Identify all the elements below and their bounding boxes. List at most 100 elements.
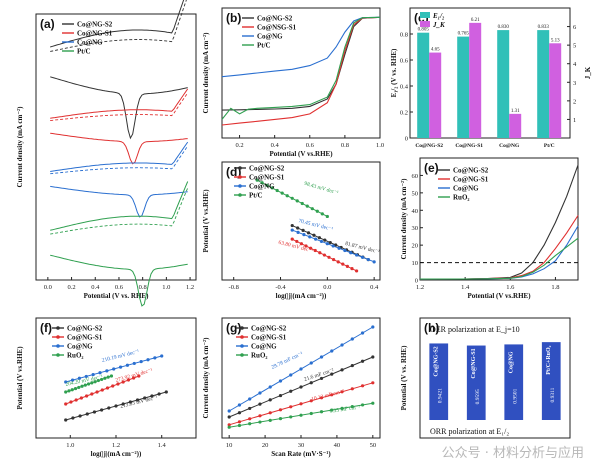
data-point	[350, 363, 354, 368]
data-point	[227, 415, 231, 419]
y-e-tick-label: 40	[412, 208, 419, 215]
data-point	[268, 398, 272, 402]
y-axis-label-g: Current density (mA cm⁻²)	[202, 337, 210, 419]
data-point	[64, 402, 68, 406]
data-point	[350, 267, 354, 271]
data-point	[360, 359, 365, 363]
data-point	[258, 414, 262, 418]
y-axis-label-b: Current density (mA cm⁻²)	[202, 32, 210, 114]
data-point	[299, 385, 303, 389]
x-tick-label-g: 20	[262, 442, 269, 449]
data-point	[343, 248, 347, 253]
x-tick-label-b: 0.2	[235, 142, 243, 149]
data-point	[260, 181, 264, 185]
data-point	[315, 209, 319, 213]
data-point	[295, 199, 299, 203]
x-axis-label-f: log(|j|(mA cm⁻²))	[91, 450, 142, 458]
y-axis-label-a: Current density (mA cm⁻²)	[16, 106, 24, 188]
data-point	[139, 359, 143, 364]
data-point	[92, 410, 97, 414]
data-point	[105, 369, 109, 373]
x-tick-label-b: 0.8	[341, 142, 349, 149]
y-left-c-tick-label: 0.8	[400, 32, 408, 39]
legend-entry: Co@NG	[249, 183, 275, 191]
legend-entry: J_K	[432, 21, 446, 29]
x-tick-label-e: 1.6	[506, 284, 515, 291]
x-tick-label-d: 0.4	[370, 284, 379, 291]
x-tick-label-g: 30	[298, 442, 305, 449]
data-point	[341, 262, 345, 266]
data-point	[135, 398, 140, 402]
cv-dashed-3	[50, 145, 189, 175]
data-point	[304, 244, 308, 248]
data-point	[112, 367, 116, 371]
data-point	[340, 343, 344, 347]
data-point	[371, 381, 375, 385]
data-point	[306, 231, 311, 235]
x-tick-label-e: 1.8	[551, 284, 559, 291]
data-point	[371, 401, 375, 405]
e-half-value-label: 0.833	[538, 25, 550, 30]
data-point	[309, 381, 313, 385]
panel-letter-e: (e)	[424, 161, 439, 175]
value-label: 0.9595	[475, 389, 481, 404]
x-tick-label-e: 1.2	[416, 284, 424, 291]
data-point	[64, 418, 68, 422]
data-point	[354, 253, 359, 257]
data-point	[330, 408, 334, 412]
data-point	[137, 374, 141, 378]
panel-letter-f: (f)	[40, 321, 52, 335]
y-axis-label-c-right: J_K	[584, 66, 592, 79]
data-point	[371, 355, 375, 359]
data-point	[116, 382, 120, 386]
legend-entry: Co@NG-S2	[251, 325, 287, 333]
data-point	[295, 239, 299, 244]
data-point	[90, 392, 94, 396]
y-e-tick-label: 30	[412, 225, 419, 232]
data-point	[331, 244, 335, 248]
y-e-tick-label: 20	[412, 243, 419, 250]
e-half-value-label: 0.765	[458, 32, 470, 37]
data-point	[301, 228, 305, 233]
data-point	[80, 384, 84, 388]
data-point	[86, 382, 91, 386]
data-point	[146, 358, 150, 362]
potential-gap-bar	[466, 345, 486, 420]
panel-letter-g: (g)	[226, 321, 241, 335]
legend-entry: Co@NG-S1	[67, 334, 103, 342]
data-point	[118, 365, 123, 369]
data-point	[318, 251, 322, 255]
data-point	[106, 375, 110, 379]
y-e-tick-label: 0	[415, 278, 418, 285]
data-point	[278, 408, 283, 412]
data-point	[299, 367, 303, 371]
x-tick-label-a: 0.8	[139, 284, 147, 291]
cv-curve-4	[50, 181, 189, 307]
potential-gap-bar	[541, 342, 561, 420]
data-point	[164, 390, 168, 394]
legend-swatch	[420, 21, 430, 27]
data-point	[319, 396, 324, 400]
data-point	[360, 331, 365, 335]
data-point	[109, 374, 114, 378]
data-point	[290, 196, 294, 200]
x-axis-label-d: log(|j|(mA cm⁻²))	[276, 292, 327, 300]
data-point	[237, 411, 242, 415]
data-point	[91, 372, 95, 377]
x-axis-label-a: Potential (V vs. RHE)	[84, 292, 149, 300]
data-point	[258, 402, 262, 406]
data-point	[340, 368, 344, 372]
data-point	[278, 379, 283, 383]
data-point	[340, 390, 344, 394]
legend-entry: Co@NSG-S1	[257, 24, 297, 32]
series-line-4	[221, 16, 381, 120]
data-point	[350, 405, 354, 409]
data-point	[103, 376, 107, 380]
data-point	[300, 201, 304, 206]
data-point	[227, 409, 231, 413]
legend-marker	[56, 335, 60, 339]
cv-curve-3	[50, 141, 189, 218]
data-point	[328, 240, 332, 245]
data-point	[268, 418, 272, 422]
data-point	[107, 406, 111, 410]
